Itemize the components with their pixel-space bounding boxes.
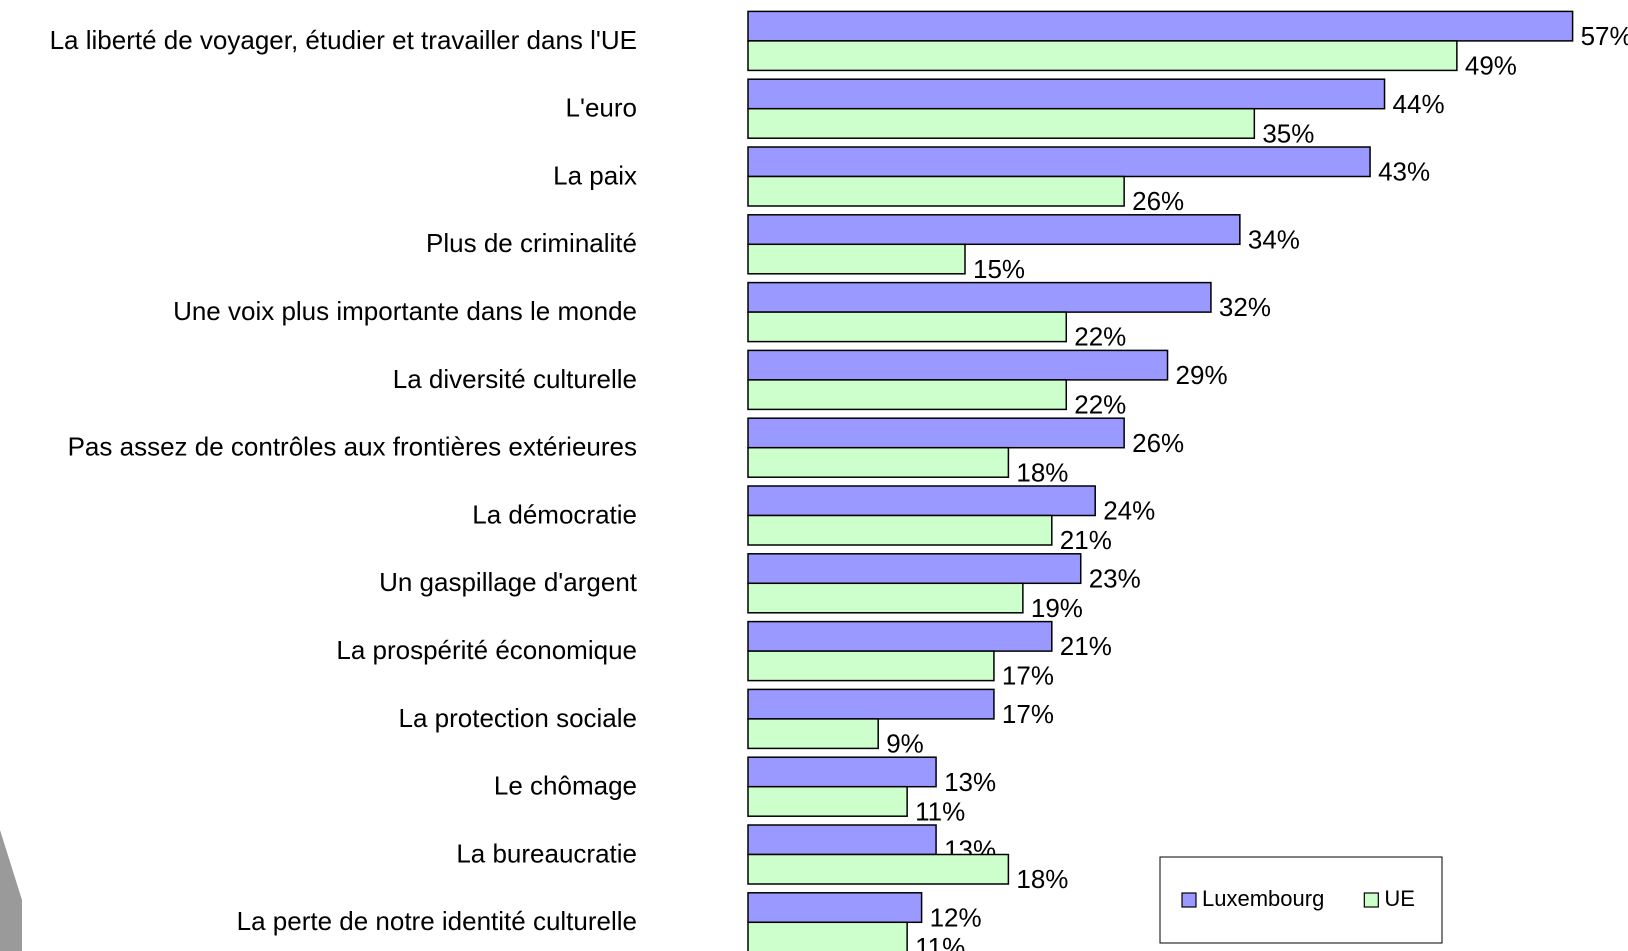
bar bbox=[747, 785, 908, 817]
category-label: Le chômage bbox=[494, 771, 637, 801]
bar bbox=[747, 853, 1010, 885]
bar bbox=[747, 582, 1024, 614]
bar bbox=[747, 417, 1125, 449]
value-label: 35% bbox=[1262, 118, 1314, 148]
category-label: La liberté de voyager, étudier et travai… bbox=[50, 25, 637, 55]
bar bbox=[747, 718, 879, 750]
bar bbox=[747, 756, 937, 788]
value-label: 11% bbox=[915, 796, 965, 826]
value-label: 21% bbox=[1060, 631, 1112, 661]
bar bbox=[747, 650, 995, 682]
bar bbox=[747, 921, 908, 951]
category-label: La paix bbox=[553, 160, 637, 190]
category-label: Plus de criminalité bbox=[426, 228, 637, 258]
value-label: 24% bbox=[1103, 496, 1155, 526]
value-label: 18% bbox=[1016, 864, 1068, 894]
value-label: 21% bbox=[1060, 525, 1112, 555]
value-label: 12% bbox=[930, 902, 982, 932]
bar bbox=[747, 824, 937, 856]
category-label: La diversité culturelle bbox=[393, 364, 637, 394]
bar bbox=[747, 688, 995, 720]
category-label: Un gaspillage d'argent bbox=[379, 567, 638, 597]
value-label: 17% bbox=[1002, 699, 1054, 729]
category-label: L'euro bbox=[566, 93, 637, 123]
value-label: 22% bbox=[1074, 322, 1126, 352]
value-label: 15% bbox=[973, 254, 1025, 284]
value-label: 34% bbox=[1248, 224, 1300, 254]
value-label: 9% bbox=[886, 729, 924, 759]
category-label: La prospérité économique bbox=[336, 635, 637, 665]
decoration bbox=[0, 830, 22, 951]
category-label: La démocratie bbox=[472, 499, 637, 529]
legend-label: Luxembourg bbox=[1202, 886, 1324, 911]
category-label: Une voix plus importante dans le monde bbox=[173, 296, 637, 326]
bar bbox=[747, 311, 1068, 343]
value-label: 18% bbox=[1016, 457, 1068, 487]
value-label: 22% bbox=[1074, 390, 1126, 420]
bar bbox=[747, 349, 1169, 381]
category-label: La bureaucratie bbox=[456, 838, 637, 868]
legend: Luxembourg UE bbox=[1159, 856, 1443, 944]
value-label: 19% bbox=[1031, 593, 1083, 623]
bar bbox=[747, 175, 1125, 207]
bar bbox=[747, 485, 1096, 517]
category-label: La perte de notre identité culturelle bbox=[237, 906, 637, 936]
bar bbox=[747, 243, 966, 275]
legend-label: UE bbox=[1384, 886, 1415, 911]
bar bbox=[747, 78, 1386, 110]
category-label: La protection sociale bbox=[399, 703, 637, 733]
value-label: 26% bbox=[1132, 186, 1184, 216]
bar bbox=[747, 107, 1256, 139]
legend-box bbox=[1159, 856, 1443, 944]
value-label: 11% bbox=[915, 932, 965, 951]
value-label: 32% bbox=[1219, 292, 1271, 322]
value-label: 26% bbox=[1132, 428, 1184, 458]
bar bbox=[747, 892, 923, 924]
value-label: 43% bbox=[1378, 157, 1430, 187]
legend-swatch bbox=[1181, 892, 1197, 908]
bar bbox=[747, 514, 1053, 546]
value-label: 29% bbox=[1176, 360, 1228, 390]
bar bbox=[747, 40, 1458, 72]
value-label: 49% bbox=[1465, 51, 1517, 81]
category-label: Pas assez de contrôles aux frontières ex… bbox=[68, 432, 637, 462]
legend-swatch bbox=[1363, 892, 1379, 908]
value-label: 17% bbox=[1002, 661, 1054, 691]
bar bbox=[747, 446, 1010, 478]
value-label: 13% bbox=[944, 767, 996, 797]
value-label: 57% bbox=[1581, 21, 1628, 51]
bar bbox=[747, 379, 1068, 411]
value-label: 23% bbox=[1089, 563, 1141, 593]
bar bbox=[747, 214, 1241, 246]
bar bbox=[747, 146, 1371, 178]
bar bbox=[747, 553, 1082, 585]
value-label: 44% bbox=[1393, 89, 1445, 119]
bar bbox=[747, 281, 1212, 313]
bar bbox=[747, 10, 1574, 42]
bar bbox=[747, 620, 1053, 652]
